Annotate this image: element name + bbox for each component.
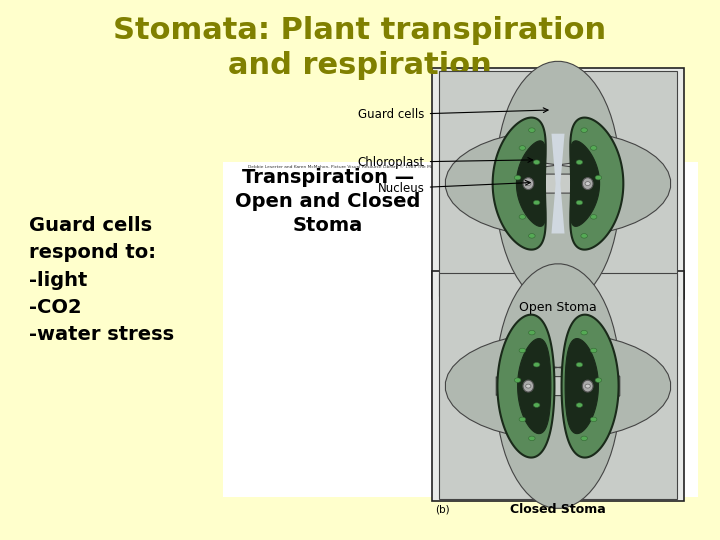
Ellipse shape bbox=[576, 362, 582, 367]
Ellipse shape bbox=[590, 348, 597, 353]
Polygon shape bbox=[492, 118, 546, 249]
Ellipse shape bbox=[576, 200, 582, 205]
Ellipse shape bbox=[590, 146, 597, 150]
Circle shape bbox=[585, 384, 590, 388]
Ellipse shape bbox=[590, 214, 597, 219]
Polygon shape bbox=[565, 339, 598, 434]
Ellipse shape bbox=[519, 214, 526, 219]
FancyBboxPatch shape bbox=[432, 271, 684, 501]
Ellipse shape bbox=[528, 436, 535, 441]
Ellipse shape bbox=[519, 146, 526, 150]
Ellipse shape bbox=[534, 160, 540, 165]
Text: Guard cells
respond to:
-light
-CO2
-water stress: Guard cells respond to: -light -CO2 -wat… bbox=[29, 216, 174, 344]
Polygon shape bbox=[552, 134, 564, 233]
Ellipse shape bbox=[528, 330, 535, 335]
Ellipse shape bbox=[582, 380, 593, 392]
Ellipse shape bbox=[576, 403, 582, 407]
Text: Debbie Leserter and Karen McMahon, Picture Visual Resource Library © 1989 The Mc: Debbie Leserter and Karen McMahon, Pictu… bbox=[248, 165, 531, 168]
FancyBboxPatch shape bbox=[439, 71, 677, 296]
Polygon shape bbox=[446, 333, 540, 439]
FancyBboxPatch shape bbox=[439, 273, 677, 499]
Ellipse shape bbox=[534, 403, 540, 407]
Polygon shape bbox=[576, 333, 670, 439]
Ellipse shape bbox=[534, 362, 540, 367]
Ellipse shape bbox=[595, 176, 602, 180]
Polygon shape bbox=[562, 315, 618, 457]
Polygon shape bbox=[492, 396, 624, 508]
Circle shape bbox=[526, 181, 531, 186]
Text: (b): (b) bbox=[436, 504, 450, 514]
Ellipse shape bbox=[523, 178, 534, 190]
Text: Guard cells: Guard cells bbox=[359, 108, 548, 121]
Ellipse shape bbox=[519, 417, 526, 422]
Text: Stomata: Plant transpiration
and respiration: Stomata: Plant transpiration and respira… bbox=[114, 16, 606, 80]
Ellipse shape bbox=[581, 128, 588, 132]
Text: Closed Stoma: Closed Stoma bbox=[510, 503, 606, 516]
Polygon shape bbox=[516, 141, 546, 226]
Polygon shape bbox=[492, 264, 624, 376]
Text: Nucleus: Nucleus bbox=[378, 180, 530, 195]
Circle shape bbox=[526, 384, 531, 388]
Ellipse shape bbox=[582, 178, 593, 190]
Ellipse shape bbox=[528, 234, 535, 238]
Circle shape bbox=[585, 181, 590, 186]
Ellipse shape bbox=[514, 176, 521, 180]
Polygon shape bbox=[498, 315, 554, 457]
Ellipse shape bbox=[581, 330, 588, 335]
Ellipse shape bbox=[590, 417, 597, 422]
Text: Chloroplast: Chloroplast bbox=[358, 156, 533, 168]
FancyBboxPatch shape bbox=[223, 162, 698, 497]
FancyBboxPatch shape bbox=[432, 69, 684, 299]
Ellipse shape bbox=[576, 160, 582, 165]
Ellipse shape bbox=[581, 234, 588, 238]
Ellipse shape bbox=[595, 378, 602, 382]
Ellipse shape bbox=[514, 378, 521, 382]
Polygon shape bbox=[576, 131, 670, 237]
Ellipse shape bbox=[528, 128, 535, 132]
Ellipse shape bbox=[519, 348, 526, 353]
Ellipse shape bbox=[523, 380, 534, 392]
Polygon shape bbox=[492, 193, 624, 306]
Polygon shape bbox=[518, 339, 551, 434]
Polygon shape bbox=[492, 62, 624, 174]
Text: Transpiration —
Open and Closed
Stoma: Transpiration — Open and Closed Stoma bbox=[235, 167, 420, 235]
Ellipse shape bbox=[581, 436, 588, 441]
Polygon shape bbox=[570, 141, 600, 226]
Text: Open Stoma: Open Stoma bbox=[519, 301, 597, 314]
Polygon shape bbox=[570, 118, 624, 249]
Polygon shape bbox=[446, 131, 540, 237]
Ellipse shape bbox=[534, 200, 540, 205]
